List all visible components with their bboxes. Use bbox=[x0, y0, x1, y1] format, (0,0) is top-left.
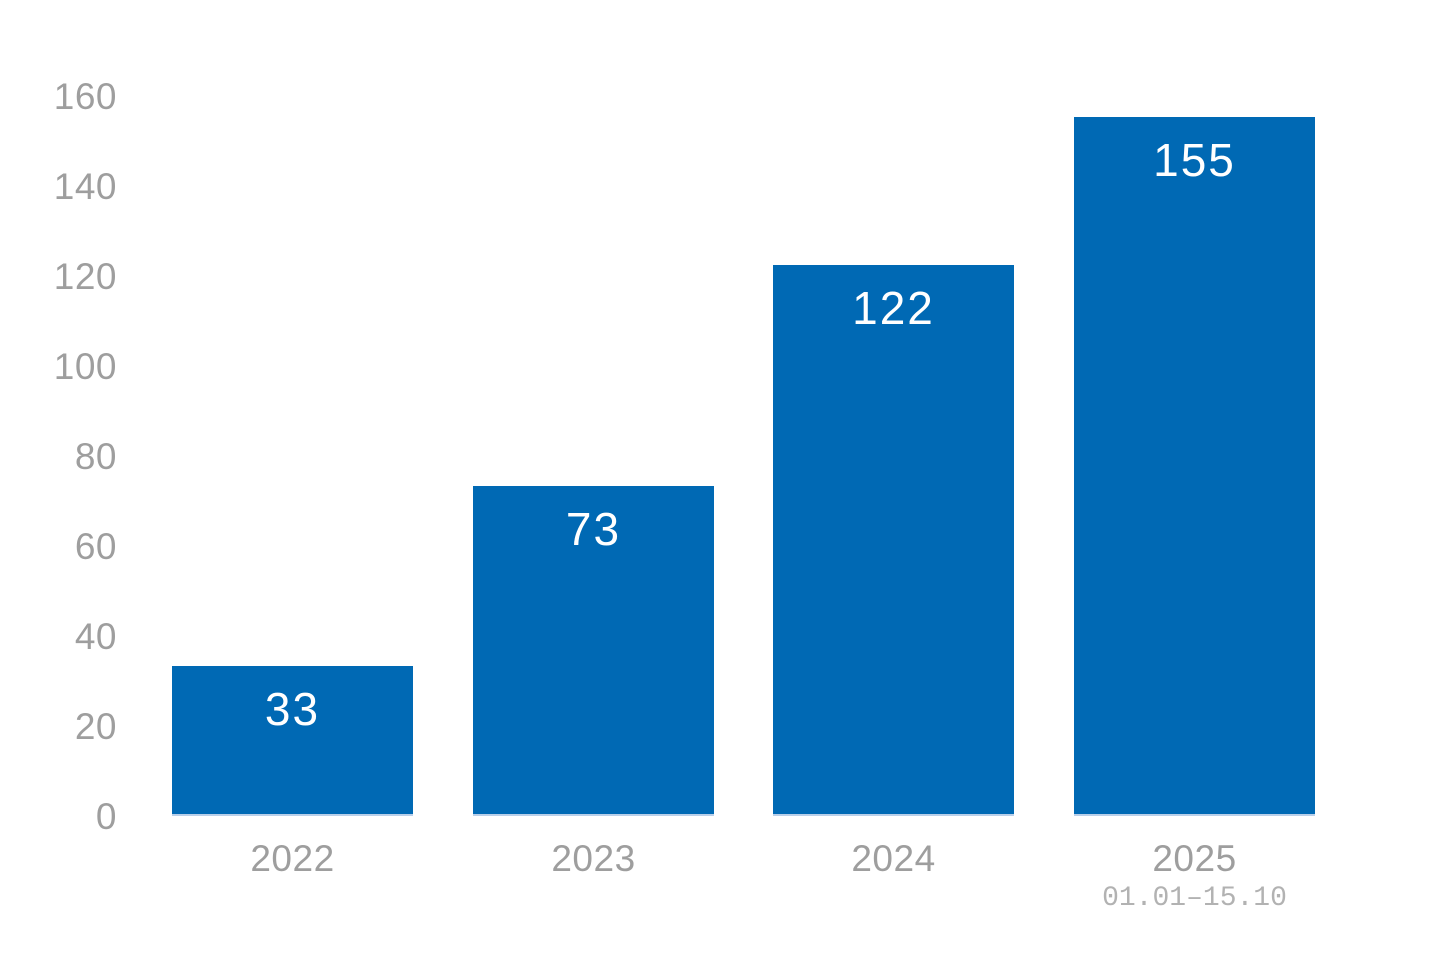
bar-value-label: 33 bbox=[264, 682, 321, 735]
bar-value-label: 122 bbox=[852, 282, 935, 334]
y-tick-label: 60 bbox=[74, 526, 117, 567]
y-tick-label: 40 bbox=[74, 616, 117, 657]
x-axis-label-2022: 2022 bbox=[250, 838, 335, 879]
bar-2023: 73 bbox=[473, 485, 714, 814]
x-axis-label-2025: 2025 01.01–15.10 bbox=[1074, 840, 1315, 913]
y-tick-label: 140 bbox=[53, 166, 117, 207]
y-axis-labels: 0 20 40 60 80 100 120 140 160 bbox=[0, 0, 117, 955]
y-tick-label: 0 bbox=[95, 796, 117, 837]
y-tick-label: 120 bbox=[53, 256, 117, 297]
bar-2022: 33 bbox=[172, 665, 413, 814]
bar-2024: 122 bbox=[773, 265, 1014, 814]
x-axis-sublabel: 01.01–15.10 bbox=[1102, 883, 1287, 914]
x-axis-label-2023: 2023 bbox=[551, 838, 636, 879]
bar-2025: 155 bbox=[1074, 116, 1315, 814]
y-tick-label: 160 bbox=[53, 76, 117, 117]
bar-value-label: 73 bbox=[565, 502, 622, 555]
y-tick-label: 80 bbox=[74, 436, 117, 477]
bar-value-label: 155 bbox=[1153, 133, 1236, 186]
y-tick-label: 20 bbox=[74, 706, 117, 747]
y-tick-label: 100 bbox=[53, 346, 117, 387]
x-axis-label-2024: 2024 bbox=[851, 838, 936, 879]
